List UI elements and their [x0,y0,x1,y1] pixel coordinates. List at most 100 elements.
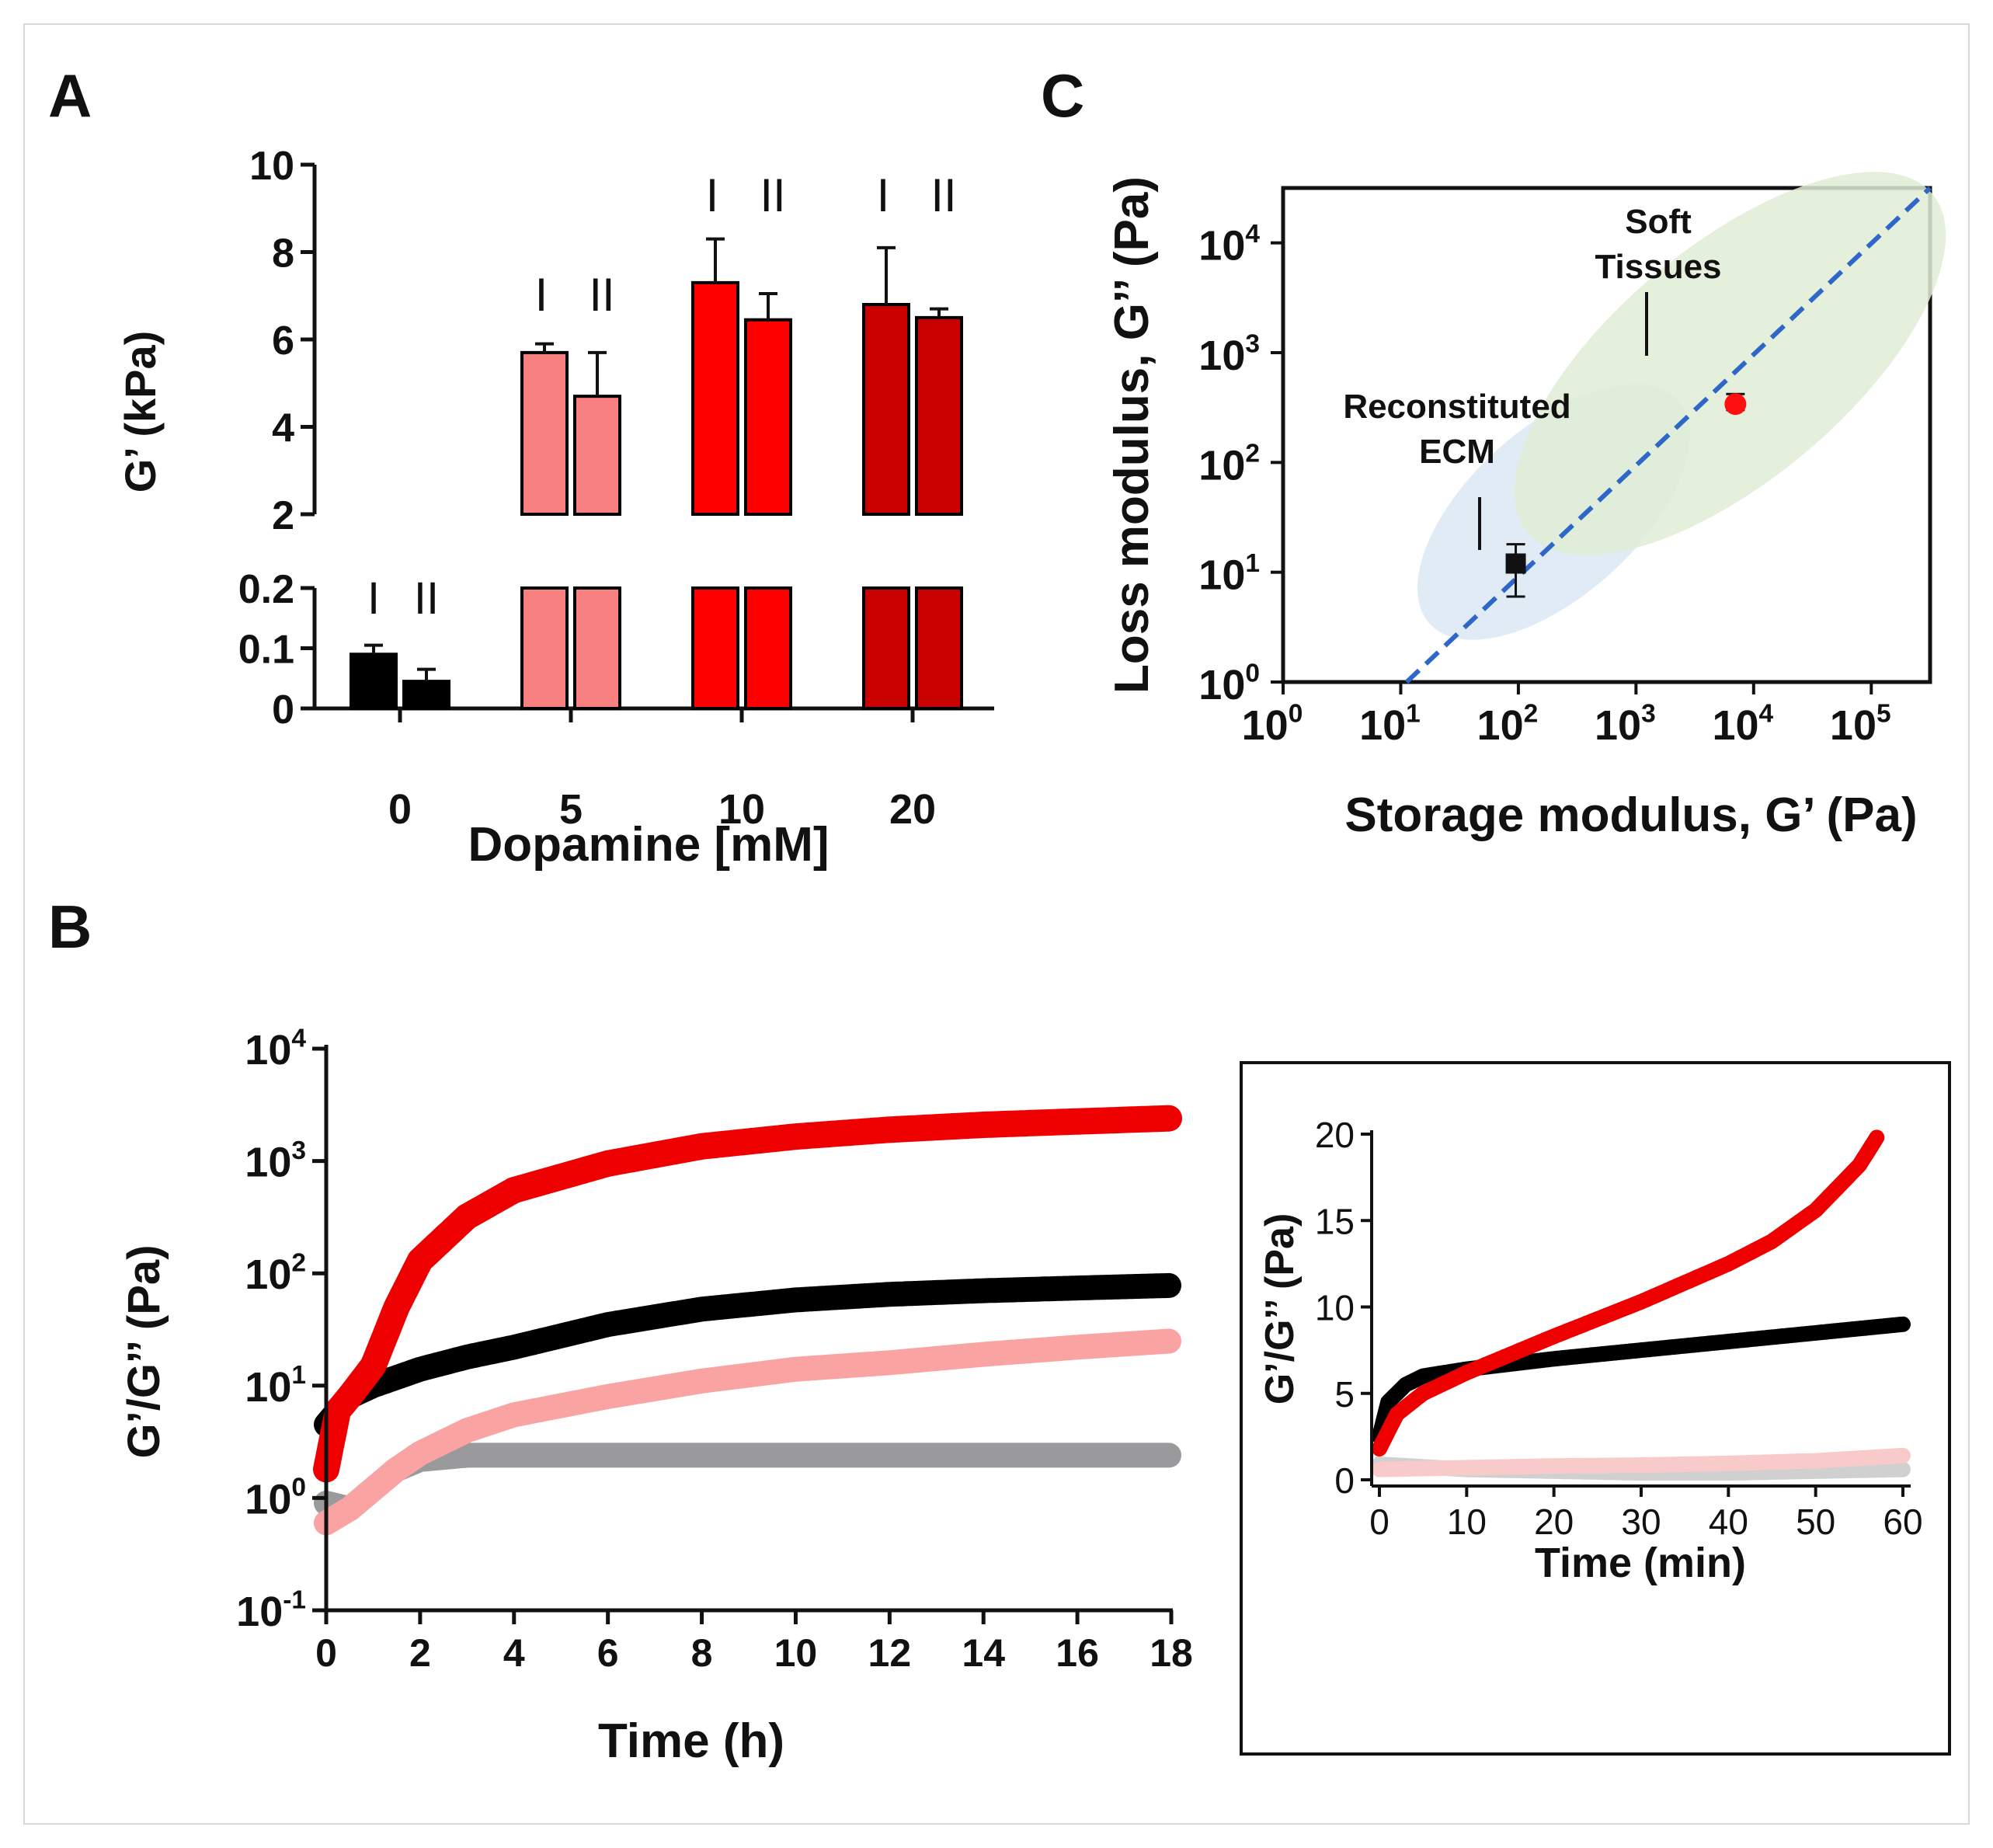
bar-a [350,653,398,710]
tick-label-b-x: 16 [1056,1631,1099,1675]
region-label-soft-tissues: Tissues [1595,248,1721,286]
bar-a [402,680,450,710]
subgroup-label-a: II [930,169,956,221]
tick-label-b-x: 2 [409,1631,431,1675]
tick-label-b-x: 12 [868,1631,912,1675]
region-label-reconstituted-ecm: ECM [1419,433,1495,471]
bar-a-upper [520,350,569,516]
region-label-soft-tissues: Soft [1625,203,1692,241]
tick-label-c-x: 105 [1830,699,1891,749]
tick-label-c-x: 101 [1359,699,1421,749]
tick-label-b-x: 0 [315,1631,337,1675]
bar-a-lower [744,586,792,710]
tick-label-c-x: 103 [1595,699,1656,749]
series-b-gray [314,1443,1181,1522]
subgroup-label-a: II [760,169,785,221]
panel-label-c: C [1041,61,1085,130]
bar-a-group-label: II [414,573,439,624]
tick-label-b-x: 14 [962,1631,1005,1675]
bar-a-lower [862,586,910,710]
tick-label-a-x: 10 [718,786,765,833]
tick-label-b-x: 10 [774,1631,818,1675]
inset-ylabel: G’/G’’ (Pa) [1257,1213,1303,1405]
bar-a-lower [915,586,963,710]
tick-label-a-upper: 2 [272,493,294,538]
tick-label-a-x: 0 [388,786,412,833]
bar-a-lower [573,586,621,710]
bar-a-lower [520,586,569,710]
panel-label-b: B [48,893,92,961]
tick-label-a-upper: 4 [272,406,294,451]
tick-label-a-lower: 0.2 [238,567,294,612]
tick-label-a-upper: 8 [272,231,294,277]
reference-line-c [1404,186,1932,684]
inset-tick-label-y: 15 [1315,1201,1355,1241]
series-b-black [314,1272,1181,1437]
bar-a-upper [691,280,739,516]
tick-label-b-x: 8 [691,1631,713,1675]
inset-tick-label-x: 0 [1369,1502,1390,1542]
tick-label-c-y: 102 [1198,440,1260,489]
tick-label-c-y: 104 [1198,220,1260,270]
data-point-c-black [1505,553,1526,574]
inset-frame [1240,1061,1951,1756]
inset-series-pink [1372,1447,1911,1477]
tick-label-b-x: 18 [1150,1631,1193,1675]
tick-label-c-x: 102 [1477,699,1539,749]
axis-a-xlabel: Dopamine [mM] [468,818,830,872]
series-b-red [313,1105,1182,1483]
plot-c-frame [1281,186,1932,684]
axis-b-ylabel: G’/G’’ (Pa) [119,1244,169,1458]
inset-tick-label-x: 20 [1534,1502,1574,1542]
tick-label-a-upper: 6 [272,318,294,364]
tick-label-a-lower: 0.1 [238,628,294,673]
tick-label-a-x: 20 [889,786,936,833]
figure-border [23,23,1970,1825]
tick-label-b-y: 103 [245,1136,306,1186]
region-label-reconstituted-ecm: Reconstituted [1343,388,1570,426]
inset-tick-label-y: 0 [1334,1460,1355,1501]
tick-label-b-x: 6 [597,1631,619,1675]
axis-a-ylabel: G’ (kPa) [116,331,165,493]
tick-label-b-x: 4 [503,1631,525,1675]
inset-tick-label-y: 20 [1315,1115,1355,1155]
inset-xlabel: Time (min) [1535,1540,1746,1586]
tick-label-c-x: 104 [1712,699,1773,749]
axis-c-xlabel: Storage modulus, G’ (Pa) [1344,788,1917,842]
chart-c: Soft Tissues Reconstituted ECM 100 101 102 103 1… [1105,172,1946,842]
tick-label-c-y: 101 [1198,549,1260,599]
bar-a-lower [691,586,739,710]
bar-a-group-label: I [367,573,380,624]
bar-a-upper [573,395,621,516]
tick-label-b-y: 104 [245,1024,306,1074]
tick-label-b-y: 102 [245,1249,306,1299]
tick-label-b-y: 100 [245,1474,306,1523]
inset-tick-label-x: 60 [1883,1502,1922,1542]
tick-label-a-x: 5 [559,786,583,833]
bar-a-upper [744,318,792,516]
panel-label-a: A [48,61,92,130]
inset-tick-label-y: 5 [1334,1374,1355,1415]
tick-label-c-y: 103 [1198,329,1260,379]
bar-a-upper [862,303,910,516]
inset-tick-label-y: 10 [1315,1288,1355,1328]
inset-tick-label-x: 30 [1621,1502,1661,1542]
inset-tick-label-x: 40 [1709,1502,1748,1542]
tick-label-c-x: 100 [1242,699,1303,749]
subgroup-label-a: I [706,169,719,221]
tick-label-a-upper: 10 [249,144,294,189]
axis-b-xlabel: Time (h) [598,1714,784,1768]
axis-c-ylabel: Loss modulus, G’’ (Pa) [1105,176,1159,694]
data-point-c-red [1724,393,1747,416]
subgroup-label-a: I [535,269,548,321]
tick-label-b-y: 101 [245,1361,306,1411]
inset-series-red [1372,1129,1885,1456]
series-b-pink [314,1328,1181,1536]
tick-label-c-y: 100 [1198,659,1260,708]
subgroup-label-a: II [589,269,614,321]
region-soft-tissues [1514,172,1946,556]
tick-label-a-lower: 0 [272,687,294,733]
bar-a-upper [915,315,963,516]
